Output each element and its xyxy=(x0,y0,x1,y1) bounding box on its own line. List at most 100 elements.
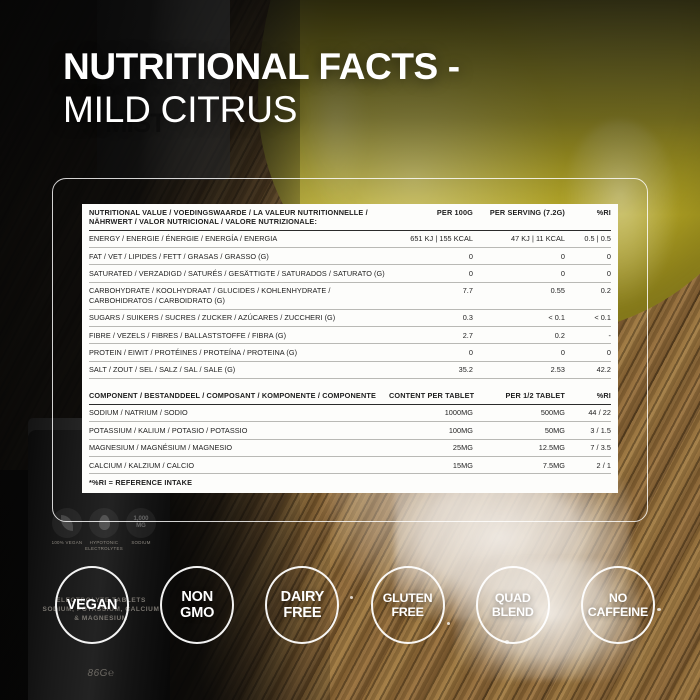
sodium-mg-icon: 1,000 MG SODIUM xyxy=(126,508,156,545)
table-row: SUGARS / SUIKERS / SUCRES / ZUCKER / AZÚ… xyxy=(89,309,611,327)
row-content-per-tablet: 15MG xyxy=(389,456,473,475)
table-row: CALCIUM / KALZIUM / CALCIO 15MG 7.5MG 2 … xyxy=(89,456,611,475)
row-per-serving: 47 KJ | 11 KCAL xyxy=(473,230,565,248)
badge-dairy-free-line-1: DAIRY xyxy=(280,589,325,605)
row-per-100g: 2.7 xyxy=(389,326,473,345)
component-table-header-row: COMPONENT / BESTANDDEEL / COMPOSANT / KO… xyxy=(89,387,611,405)
badge-non-gmo-line-2: GMO xyxy=(180,605,215,621)
row-label: SATURATED / VERZADIGD / SATURÉS / GESÄTT… xyxy=(89,264,389,283)
nutrition-panel: NUTRITIONAL VALUE / VOEDINGSWAARDE / LA … xyxy=(82,204,618,493)
component-col-header-content-per-tablet: CONTENT PER TABLET xyxy=(389,387,474,405)
badge-quad-blend-line-1: QUAD xyxy=(494,591,531,605)
badge-no-caffeine: NO CAFFEINE xyxy=(580,566,655,644)
nutrition-col-header-ri: %RI xyxy=(565,204,611,231)
water-drop-icon: HYPOTONIC ELECTROLYTES xyxy=(85,508,123,551)
row-label: FAT / VET / LIPIDES / FETT / GRASAS / GR… xyxy=(89,247,389,266)
nutrition-col-header-per-serving: PER SERVING (7.2G) xyxy=(473,204,565,231)
row-per-half-tablet: 7.5MG xyxy=(473,456,565,475)
badge-non-gmo: NON GMO xyxy=(160,566,235,644)
badge-non-gmo-line-1: NON xyxy=(181,589,213,605)
nutrition-col-header-per-100g: PER 100G xyxy=(389,204,473,231)
nutrition-col-header-label: NUTRITIONAL VALUE / VOEDINGSWAARDE / LA … xyxy=(89,204,389,231)
badge-gluten-free-line-2: FREE xyxy=(391,605,424,619)
nutrition-card-outline xyxy=(52,178,648,522)
reference-intake-footnote: *%RI = REFERENCE INTAKE xyxy=(89,478,193,488)
powder-speck xyxy=(657,608,661,611)
dark-tube-weight: 86G℮ xyxy=(87,668,115,679)
row-label: ENERGY / ENERGIE / ÉNERGIE / ENERGÍA / E… xyxy=(89,230,389,248)
row-per-100g: 7.7 xyxy=(389,282,473,310)
badge-vegan-line-1: VEGAN xyxy=(66,597,118,613)
row-label: POTASSIUM / KALIUM / POTASIO / POTASSIO xyxy=(89,421,389,440)
row-ri: 44 / 22 xyxy=(565,404,611,423)
table-row: CARBOHYDRATE / KOOLHYDRAAT / GLUCIDES / … xyxy=(89,282,611,310)
dark-tube-icon-row: 100% VEGAN HYPOTONIC ELECTROLYTES 1,000 … xyxy=(52,500,162,551)
row-per-serving: 0.2 xyxy=(473,326,565,345)
table-row: SATURATED / VERZADIGD / SATURÉS / GESÄTT… xyxy=(89,264,611,283)
row-ri: 0 xyxy=(565,343,611,362)
row-per-half-tablet: 50MG xyxy=(473,421,565,440)
row-per-half-tablet: 12.5MG xyxy=(473,439,565,457)
row-per-serving: 0 xyxy=(473,264,565,283)
row-ri: 0 xyxy=(565,264,611,283)
page-title-line-2: MILD CITRUS xyxy=(63,89,298,130)
table-section-gap xyxy=(89,379,611,388)
badge-dairy-free: DAIRY FREE xyxy=(265,566,340,644)
row-label: CALCIUM / KALZIUM / CALCIO xyxy=(89,456,389,475)
page-title-line-1: NUTRITIONAL FACTS - xyxy=(63,46,460,87)
table-row: PROTEIN / EIWIT / PROTÉINES / PROTEÍNA /… xyxy=(89,343,611,362)
nutrition-table: NUTRITIONAL VALUE / VOEDINGSWAARDE / LA … xyxy=(89,204,611,388)
component-col-header-per-half-tablet: PER 1/2 TABLET xyxy=(473,387,565,405)
row-label: SALT / ZOUT / SEL / SALZ / SAL / SALE (G… xyxy=(89,361,389,380)
row-label: FIBRE / VEZELS / FIBRES / BALLASTSTOFFE … xyxy=(89,326,389,345)
row-content-per-tablet: 25MG xyxy=(389,439,473,457)
row-per-serving: 0 xyxy=(473,343,565,362)
row-ri: 42.2 xyxy=(565,361,611,380)
badge-gluten-free: GLUTEN FREE xyxy=(370,566,445,644)
badge-no-caffeine-line-1: NO xyxy=(608,591,628,605)
row-per-half-tablet: 500MG xyxy=(473,404,565,423)
row-per-serving: 0 xyxy=(473,247,565,266)
component-col-header-label: COMPONENT / BESTANDDEEL / COMPOSANT / KO… xyxy=(89,387,389,405)
row-ri: < 0.1 xyxy=(565,309,611,327)
row-ri: - xyxy=(565,326,611,345)
badge-vegan: VEGAN xyxy=(55,566,129,644)
badge-gluten-free-line-1: GLUTEN xyxy=(382,591,433,605)
sodium-mg-value: 1,000 xyxy=(133,516,149,522)
nutrition-table-header-row: NUTRITIONAL VALUE / VOEDINGSWAARDE / LA … xyxy=(89,204,611,231)
row-ri: 0 xyxy=(565,247,611,266)
row-label: PROTEIN / EIWIT / PROTÉINES / PROTEÍNA /… xyxy=(89,343,389,362)
table-row: ENERGY / ENERGIE / ÉNERGIE / ENERGÍA / E… xyxy=(89,230,611,248)
badge-quad-blend-line-2: BLEND xyxy=(491,605,534,619)
row-per-100g: 0 xyxy=(389,264,473,283)
row-per-100g: 0 xyxy=(389,247,473,266)
certification-badge-row: VEGAN NON GMO DAIRY FREE GLUTEN FREE QUA… xyxy=(55,565,655,645)
row-ri: 7 / 3.5 xyxy=(565,439,611,457)
row-content-per-tablet: 1000MG xyxy=(389,404,473,423)
row-label: SODIUM / NATRIUM / SODIO xyxy=(89,404,389,423)
page-title: NUTRITIONAL FACTS - MILD CITRUS xyxy=(63,48,460,128)
badge-quad-blend: QUAD BLEND xyxy=(475,566,550,644)
row-label: SUGARS / SUIKERS / SUCRES / ZUCKER / AZÚ… xyxy=(89,309,389,327)
row-content-per-tablet: 100MG xyxy=(389,421,473,440)
table-row: MAGNESIUM / MAGNÉSIUM / MAGNESIO 25MG 12… xyxy=(89,439,611,457)
row-label: CARBOHYDRATE / KOOLHYDRAAT / GLUCIDES / … xyxy=(89,282,389,310)
row-per-serving: < 0.1 xyxy=(473,309,565,327)
row-per-100g: 35.2 xyxy=(389,361,473,380)
powder-speck xyxy=(350,596,353,599)
table-row: POTASSIUM / KALIUM / POTASIO / POTASSIO … xyxy=(89,421,611,440)
powder-speck xyxy=(447,622,450,625)
table-row: FIBRE / VEZELS / FIBRES / BALLASTSTOFFE … xyxy=(89,326,611,345)
row-per-100g: 0 xyxy=(389,343,473,362)
row-per-100g: 651 KJ | 155 KCAL xyxy=(389,230,473,248)
component-col-header-ri: %RI xyxy=(565,387,611,405)
component-table: COMPONENT / BESTANDDEEL / COMPOSANT / KO… xyxy=(89,387,611,475)
table-row: FAT / VET / LIPIDES / FETT / GRASAS / GR… xyxy=(89,247,611,266)
row-ri: 2 / 1 xyxy=(565,456,611,475)
row-per-serving: 2.53 xyxy=(473,361,565,380)
table-row: SODIUM / NATRIUM / SODIO 1000MG 500MG 44… xyxy=(89,404,611,423)
row-per-serving: 0.55 xyxy=(473,282,565,310)
badge-no-caffeine-line-2: CAFFEINE xyxy=(587,605,649,619)
row-label: MAGNESIUM / MAGNÉSIUM / MAGNESIO xyxy=(89,439,389,457)
sodium-mg-unit: MG xyxy=(136,523,146,529)
